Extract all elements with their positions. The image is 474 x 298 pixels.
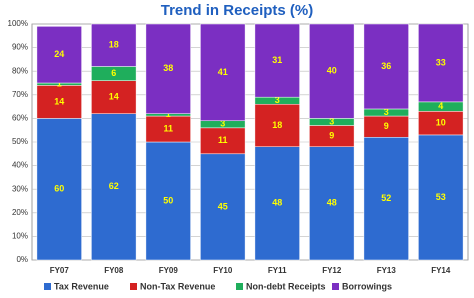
y-tick-label: 70% — [12, 90, 28, 99]
data-label: 36 — [381, 61, 391, 71]
data-label: 41 — [218, 67, 228, 77]
bar-segment — [36, 85, 82, 119]
y-tick-label: 100% — [8, 19, 28, 28]
y-tick-label: 20% — [12, 208, 28, 217]
y-tick-label: 80% — [12, 66, 28, 75]
data-label: 1 — [57, 79, 62, 89]
data-label: 10 — [436, 117, 446, 127]
bar-segment — [363, 23, 409, 110]
data-label: 9 — [329, 130, 334, 140]
data-label: 9 — [384, 121, 389, 131]
bar-segment — [200, 23, 246, 122]
bar-segment — [145, 141, 191, 261]
data-label: 14 — [109, 92, 119, 102]
y-tick-label: 90% — [12, 43, 28, 52]
data-label: 1 — [166, 109, 171, 119]
bar-segment — [418, 134, 464, 261]
data-label: 62 — [109, 181, 119, 191]
bar-segment — [36, 118, 82, 261]
data-label: 38 — [163, 63, 173, 73]
bar-segment — [145, 23, 191, 114]
chart-title: Trend in Receipts (%) — [161, 2, 314, 19]
y-tick-label: 0% — [16, 255, 28, 264]
y-tick-label: 50% — [12, 137, 28, 146]
bar-segment — [91, 23, 137, 67]
data-label: 6 — [111, 68, 116, 78]
bar-segment — [91, 113, 137, 261]
data-label: 18 — [109, 40, 119, 50]
data-label: 48 — [272, 198, 282, 208]
data-label: 45 — [218, 201, 228, 211]
data-label: 53 — [436, 192, 446, 202]
data-label: 3 — [220, 119, 225, 129]
legend-swatch — [44, 283, 51, 290]
data-label: 18 — [272, 120, 282, 130]
data-label: 60 — [54, 184, 64, 194]
x-tick-label: FY07 — [50, 266, 70, 275]
data-label: 33 — [436, 57, 446, 67]
legend-label: Non-debt Receipts — [246, 281, 326, 291]
data-label: 11 — [218, 135, 228, 145]
legend-label: Tax Revenue — [54, 281, 109, 291]
x-tick-label: FY10 — [213, 266, 233, 275]
bar-segment — [254, 103, 300, 147]
data-label: 48 — [327, 198, 337, 208]
bar-segment — [91, 80, 137, 114]
legend-label: Borrowings — [342, 281, 392, 291]
data-label: 11 — [163, 123, 173, 133]
bar-segment — [309, 146, 355, 261]
bar-segment — [200, 153, 246, 261]
y-tick-label: 60% — [12, 114, 28, 123]
y-tick-label: 30% — [12, 184, 28, 193]
data-label: 3 — [275, 95, 280, 105]
y-tick-label: 10% — [12, 232, 28, 241]
x-tick-label: FY14 — [431, 266, 451, 275]
bar-segment — [254, 23, 300, 98]
data-label: 3 — [329, 116, 334, 126]
x-tick-label: FY12 — [322, 266, 342, 275]
legend-swatch — [130, 283, 137, 290]
data-label: 50 — [163, 195, 173, 205]
bar-segment — [418, 23, 464, 103]
data-label: 40 — [327, 66, 337, 76]
bar-segment — [145, 115, 191, 143]
bar-segment — [363, 137, 409, 261]
data-label: 14 — [54, 96, 64, 106]
x-tick-label: FY13 — [377, 266, 397, 275]
x-tick-label: FY09 — [159, 266, 179, 275]
bar-segment — [36, 26, 82, 84]
data-label: 4 — [438, 101, 443, 111]
bar-segment — [309, 23, 355, 119]
bar-segment — [254, 146, 300, 261]
data-label: 3 — [384, 107, 389, 117]
y-tick-label: 40% — [12, 161, 28, 170]
bar-segment — [200, 127, 246, 155]
legend-swatch — [236, 283, 243, 290]
data-label: 52 — [381, 193, 391, 203]
legend-swatch — [332, 283, 339, 290]
x-tick-label: FY11 — [268, 266, 287, 275]
legend-label: Non-Tax Revenue — [140, 281, 215, 291]
data-label: 24 — [54, 49, 64, 59]
data-label: 31 — [272, 55, 282, 65]
x-tick-label: FY08 — [104, 266, 124, 275]
